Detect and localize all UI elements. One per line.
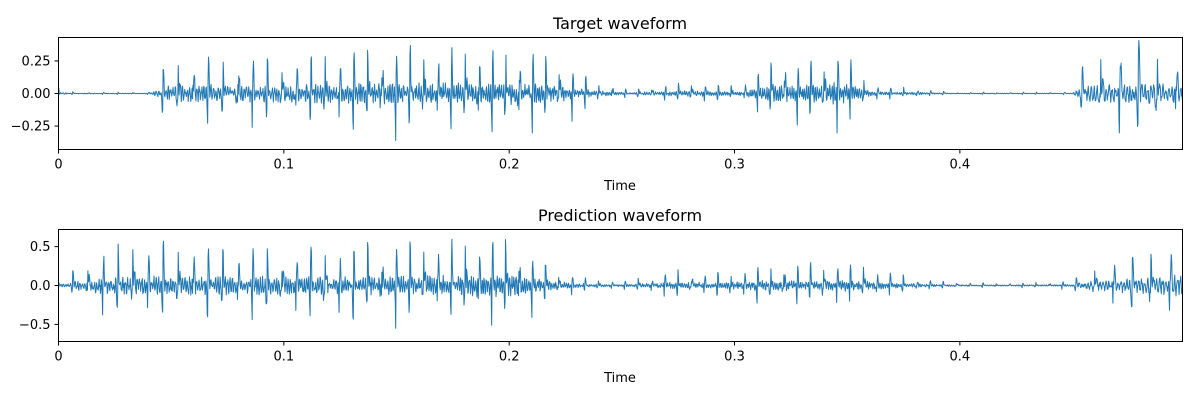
target-x-tick-label: 0.1	[273, 158, 294, 173]
prediction-y-tick-label: 0.0	[30, 279, 51, 294]
prediction-waveform-line	[58, 238, 1183, 329]
target-waveform-title: Target waveform	[552, 14, 687, 33]
prediction-x-tick-label: 0.4	[950, 350, 971, 365]
target-x-tick-label: 0	[54, 158, 62, 173]
prediction-x-tick-label: 0.3	[724, 350, 745, 365]
prediction-x-tick-label: 0	[54, 350, 62, 365]
target-y-tick-label: 0.25	[22, 54, 51, 69]
prediction-waveform-xlabel: Time	[603, 371, 636, 386]
prediction-y-tick-label: −0.5	[19, 318, 51, 333]
target-waveform-x-ticks: 0 0.1 0.2 0.3 0.4	[54, 149, 971, 173]
prediction-waveform-subplot: Prediction waveform 0 0.1 0.2 0.3 0.4 0.5 0.0…	[19, 206, 1183, 386]
prediction-waveform-series	[58, 238, 1183, 329]
target-waveform-xlabel: Time	[603, 179, 636, 194]
target-x-tick-label: 0.3	[724, 158, 745, 173]
prediction-x-tick-label: 0.2	[499, 350, 520, 365]
target-y-tick-label: 0.00	[22, 87, 51, 102]
prediction-waveform-x-ticks: 0 0.1 0.2 0.3 0.4	[54, 341, 971, 365]
target-waveform-line	[58, 40, 1183, 141]
prediction-x-tick-label: 0.1	[273, 350, 294, 365]
target-y-tick-label: −0.25	[11, 120, 51, 135]
target-x-tick-label: 0.2	[499, 158, 520, 173]
target-waveform-subplot: Target waveform 0 0.1 0.2 0.3 0.4 0.25 0.00 −0…	[11, 14, 1183, 194]
prediction-waveform-y-ticks: 0.5 0.0 −0.5	[19, 240, 59, 333]
target-waveform-series	[58, 40, 1183, 141]
prediction-waveform-title: Prediction waveform	[538, 206, 702, 225]
prediction-y-tick-label: 0.5	[30, 240, 51, 255]
target-x-tick-label: 0.4	[950, 158, 971, 173]
target-waveform-y-ticks: 0.25 0.00 −0.25	[11, 54, 59, 135]
